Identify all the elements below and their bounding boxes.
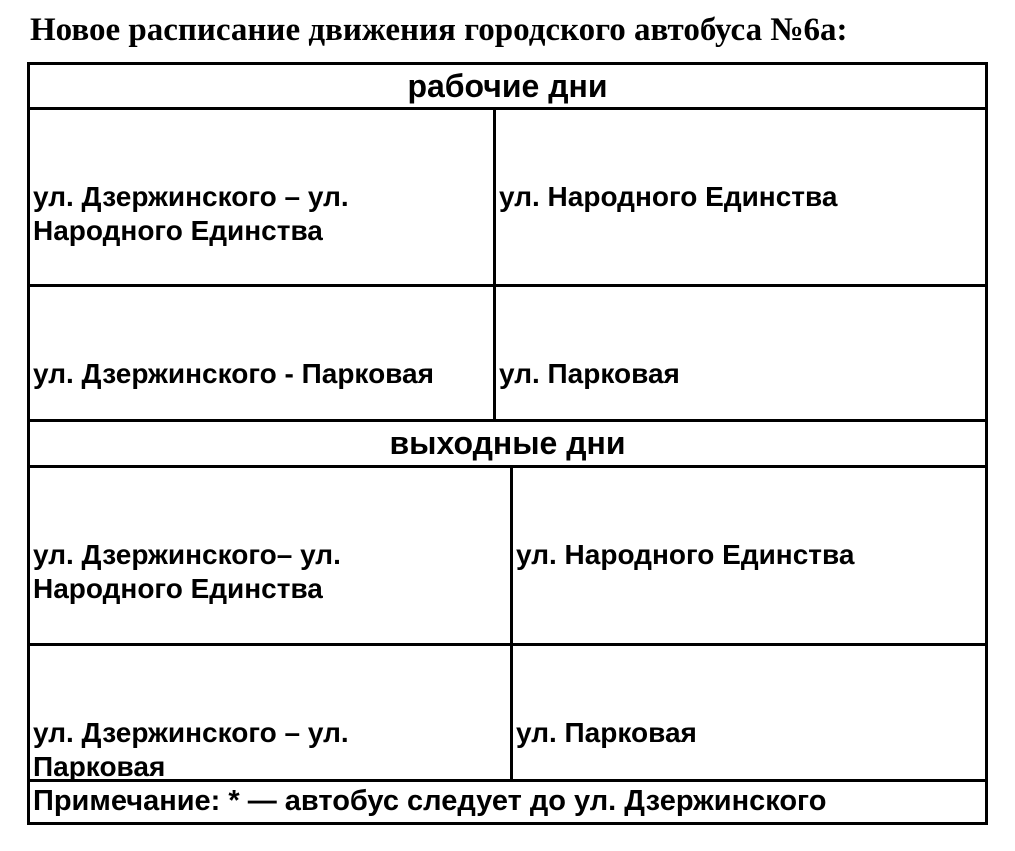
route-name: ул. Парковая — [516, 717, 697, 748]
section-header-workdays: рабочие дни — [30, 65, 985, 110]
times-list: 6.59 8.32 10.45 12.17 13.50* 14.40 16.13… — [516, 640, 981, 643]
cell-weekend-parkovaya: ул. Парковая 7.49 9.23* 11.36 13.08 15.3… — [513, 646, 985, 779]
route-name: ул. Дзержинского – ул. Парковая — [33, 717, 349, 779]
route-name: ул. Дзержинского– ул. Народного Единства — [33, 539, 341, 604]
cell-weekend-edinstva: ул. Народного Единства 6.59 8.32 10.45 1… — [513, 468, 985, 643]
cell-workdays-dzerzhinskogo-edinstva: ул. Дзержинского – ул. Народного Единств… — [30, 110, 496, 284]
bus-schedule-table: рабочие дни ул. Дзержинского – ул. Народ… — [27, 62, 988, 825]
cell-workdays-edinstva: ул. Народного Единства 5.58 6.40 7.32 8.… — [496, 110, 985, 284]
route-name: ул. Дзержинского – ул. Народного Единств… — [33, 181, 349, 246]
route-name: ул. Народного Единства — [516, 539, 855, 570]
footnote: Примечание: * — автобус следует до ул. Д… — [33, 785, 827, 817]
route-name: ул. Парковая — [499, 358, 680, 389]
route-name: ул. Народного Единства — [499, 181, 838, 212]
cell-weekend-dzerzhinskogo-edinstva: ул. Дзержинского– ул. Народного Единства… — [30, 468, 513, 643]
cell-workdays-parkovaya: ул. Парковая 5.58 6.49 7.31 8.22 10.51 1… — [496, 287, 985, 419]
workdays-row-parkovaya: ул. Дзержинского - Парковая 5.48 6.39 7.… — [30, 287, 985, 422]
cell-workdays-dzerzhinskogo-parkovaya: ул. Дзержинского - Парковая 5.48 6.39 7.… — [30, 287, 496, 419]
route-name: ул. Дзержинского - Парковая — [33, 358, 434, 389]
weekend-row-edinstva: ул. Дзержинского– ул. Народного Единства… — [30, 468, 985, 646]
times-list: 5.58 6.40 7.32 8.14* 9.04* 10.00 11.33 1… — [499, 282, 981, 284]
cell-weekend-dzerzhinskogo-parkovaya: ул. Дзержинского – ул. Парковая 7.39 9.1… — [30, 646, 513, 779]
page-title: Новое расписание движения городского авт… — [30, 12, 848, 48]
workdays-row-edinstva: ул. Дзержинского – ул. Народного Единств… — [30, 110, 985, 287]
weekend-row-parkovaya: ул. Дзержинского – ул. Парковая 7.39 9.1… — [30, 646, 985, 782]
section-header-weekend: выходные дни — [30, 422, 985, 468]
